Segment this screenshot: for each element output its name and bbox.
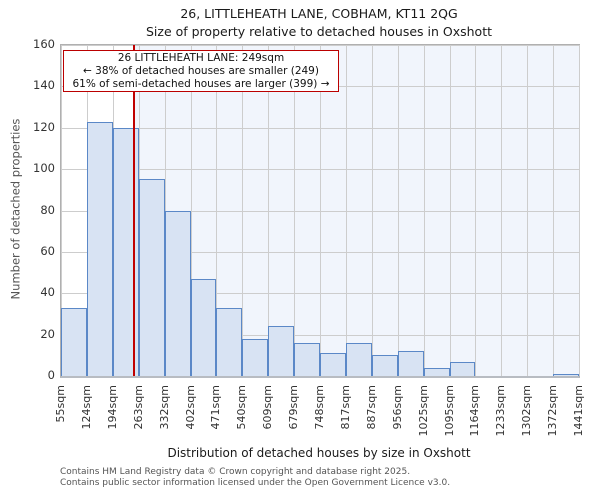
horizontal-gridline bbox=[61, 210, 579, 212]
y-tick-label: 80 bbox=[40, 202, 55, 217]
y-tick-label: 20 bbox=[40, 326, 55, 341]
x-tick-label: 194sqm bbox=[105, 385, 119, 430]
histogram-bar bbox=[449, 361, 476, 376]
x-tick-label: 609sqm bbox=[261, 385, 275, 430]
x-tick-label: 748sqm bbox=[313, 385, 326, 430]
histogram-bar bbox=[216, 307, 243, 376]
x-tick-label: 956sqm bbox=[390, 385, 404, 430]
histogram-bar bbox=[164, 210, 191, 376]
histogram-bar bbox=[268, 326, 295, 376]
x-tick-label: 1095sqm bbox=[442, 385, 456, 437]
histogram-bar bbox=[345, 342, 372, 376]
x-tick-label: 1441sqm bbox=[572, 385, 585, 437]
x-tick-label: 471sqm bbox=[209, 385, 223, 430]
annotation-property-size: 26 LITTLEHEATH LANE: 249sqm bbox=[117, 51, 285, 64]
x-tick-label: 1164sqm bbox=[468, 385, 482, 437]
annotation-box: 26 LITTLEHEATH LANE: 249sqm ← 38% of det… bbox=[63, 50, 339, 92]
footer-copyright: Contains HM Land Registry data © Crown c… bbox=[60, 467, 411, 477]
horizontal-gridline bbox=[61, 293, 579, 295]
histogram-bar bbox=[112, 127, 139, 376]
x-tick-label: 679sqm bbox=[287, 385, 301, 430]
x-tick-label: 263sqm bbox=[131, 385, 145, 430]
histogram-bar bbox=[242, 338, 269, 376]
x-tick-label: 55sqm bbox=[54, 385, 67, 423]
x-tick-label: 540sqm bbox=[235, 385, 249, 430]
x-tick-label: 1025sqm bbox=[416, 385, 430, 437]
y-tick-label: 160 bbox=[33, 37, 55, 51]
histogram-bar bbox=[86, 121, 113, 376]
y-tick-label: 140 bbox=[33, 78, 55, 93]
property-size-marker-line bbox=[132, 45, 135, 376]
y-tick-label: 60 bbox=[40, 243, 55, 258]
histogram-bar bbox=[61, 307, 87, 376]
chart-title: 26, LITTLEHEATH LANE, COBHAM, KT11 2QG bbox=[180, 6, 458, 21]
annotation-smaller-stat: ← 38% of detached houses are smaller (24… bbox=[83, 64, 319, 77]
horizontal-gridline bbox=[61, 251, 579, 253]
x-axis-title: Distribution of detached houses by size … bbox=[167, 446, 471, 460]
x-tick-label: 1302sqm bbox=[520, 385, 534, 437]
annotation-larger-stat: 61% of semi-detached houses are larger (… bbox=[72, 77, 330, 90]
x-tick-label: 124sqm bbox=[79, 385, 93, 430]
histogram-bar bbox=[423, 367, 450, 376]
y-tick-label: 0 bbox=[47, 368, 55, 382]
x-tick-label: 1233sqm bbox=[494, 385, 508, 437]
x-tick-label: 817sqm bbox=[338, 385, 352, 430]
x-tick-label: 402sqm bbox=[183, 385, 197, 430]
horizontal-gridline bbox=[61, 127, 579, 129]
histogram-bar bbox=[190, 278, 217, 376]
histogram-bar bbox=[138, 179, 165, 376]
y-tick-label: 120 bbox=[33, 119, 55, 134]
x-tick-label: 887sqm bbox=[364, 385, 378, 430]
vertical-gridline bbox=[579, 45, 580, 376]
horizontal-gridline bbox=[61, 169, 579, 171]
x-tick-label: 1372sqm bbox=[546, 385, 560, 437]
horizontal-gridline bbox=[61, 45, 579, 46]
y-tick-label: 40 bbox=[40, 285, 55, 300]
chart-subtitle: Size of property relative to detached ho… bbox=[145, 24, 493, 39]
histogram-bar bbox=[553, 373, 579, 376]
footer-licence: Contains public sector information licen… bbox=[60, 478, 451, 488]
y-tick-label: 100 bbox=[33, 161, 55, 176]
plot-area bbox=[60, 44, 580, 378]
histogram-bar bbox=[294, 342, 320, 376]
histogram-bar bbox=[397, 351, 424, 376]
horizontal-gridline bbox=[61, 334, 579, 336]
histogram-bar bbox=[320, 353, 346, 376]
histogram-bar bbox=[371, 355, 398, 376]
x-tick-label: 332sqm bbox=[157, 385, 171, 430]
